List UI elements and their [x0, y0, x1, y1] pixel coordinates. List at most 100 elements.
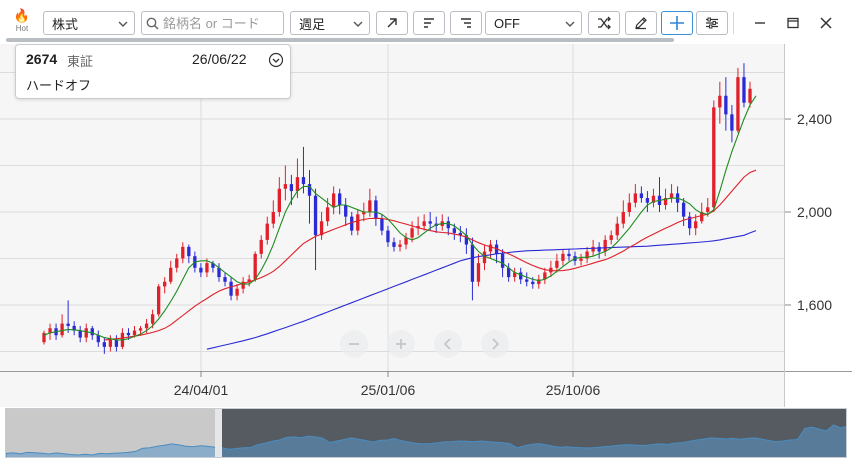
- align-left-icon: [424, 18, 434, 28]
- candle-body: [265, 223, 269, 240]
- candle-body: [307, 184, 312, 196]
- candle-body: [446, 221, 450, 229]
- candle-body: [410, 228, 414, 238]
- x-tick-label: 24/04/01: [174, 382, 229, 398]
- zoom-out-button[interactable]: [340, 330, 368, 358]
- draw-button[interactable]: [625, 11, 657, 35]
- candle-body: [585, 251, 589, 259]
- search-input[interactable]: [163, 15, 283, 31]
- candle-body: [422, 221, 426, 226]
- settings-button[interactable]: [696, 11, 728, 35]
- close-button[interactable]: [814, 12, 838, 34]
- candle-body: [374, 200, 378, 219]
- candle-body: [368, 200, 372, 212]
- candle-body: [488, 244, 493, 252]
- ticker-info-panel[interactable]: 2674 東証 26/06/22 ハードオフ: [15, 44, 291, 99]
- candle-body: [90, 328, 94, 336]
- candle-body: [247, 279, 251, 282]
- candle-body: [356, 214, 360, 231]
- candle-body: [283, 184, 288, 189]
- candle-body: [199, 267, 203, 273]
- candle-body: [476, 263, 481, 282]
- candle-body: [687, 216, 692, 229]
- candle-body: [718, 95, 722, 108]
- candle-body: [609, 235, 613, 240]
- candle-body: [338, 193, 342, 206]
- ticker-exchange: 東証: [67, 54, 94, 69]
- candle-body: [175, 258, 179, 268]
- candle-body: [730, 114, 734, 131]
- maximize-icon: [787, 17, 799, 29]
- sliders-icon: [706, 17, 718, 29]
- candle-body: [241, 281, 245, 289]
- candle-body: [229, 281, 233, 296]
- period-select[interactable]: 週足: [290, 11, 370, 35]
- range-navigator[interactable]: [5, 408, 847, 458]
- candle-body: [742, 77, 746, 103]
- ticker-code: 2674: [26, 51, 58, 67]
- flame-icon: 🔥: [13, 8, 31, 23]
- chevron-down-circle-icon[interactable]: [268, 52, 284, 68]
- ticker-name: ハードオフ: [26, 78, 92, 93]
- period-select-value: 週足: [299, 16, 326, 32]
- candle-body: [404, 237, 408, 245]
- candle-body: [500, 253, 505, 268]
- candle-body: [736, 77, 740, 131]
- hot-button[interactable]: 🔥 Hot: [10, 8, 34, 36]
- candle-body: [301, 177, 306, 185]
- candle-body: [108, 339, 113, 347]
- moving-average-short-line: [43, 95, 757, 341]
- candle-body: [555, 260, 559, 268]
- minimize-icon: [755, 22, 765, 24]
- toolbar-scrollbar[interactable]: [6, 38, 674, 42]
- candle-body: [271, 212, 275, 224]
- candle-body: [458, 232, 463, 236]
- chevron-left-icon: [443, 338, 451, 350]
- y-tick-label: 2,400: [797, 111, 832, 127]
- candle-body: [259, 239, 263, 254]
- candle-body: [187, 246, 191, 257]
- market-select[interactable]: 株式: [43, 11, 135, 35]
- trendline-button[interactable]: [376, 11, 408, 35]
- minimize-button[interactable]: [748, 12, 772, 34]
- candle-body: [603, 239, 607, 252]
- candle-body: [724, 95, 728, 115]
- candle-body: [525, 279, 529, 282]
- candle-body: [416, 225, 420, 229]
- candle-body: [506, 267, 511, 278]
- candle-body: [482, 251, 487, 264]
- crosshair-button[interactable]: [661, 11, 693, 35]
- align-right-button[interactable]: [450, 11, 482, 35]
- zoom-in-button[interactable]: [387, 330, 415, 358]
- candle-body: [150, 314, 155, 324]
- candle-body: [591, 246, 595, 252]
- indicator-select[interactable]: OFF: [485, 11, 582, 35]
- candle-body: [319, 221, 324, 236]
- candle-body: [211, 263, 215, 268]
- price-chart[interactable]: 1,600 2,000 2,400 24/04/01 25/01/06 25/10/06: [0, 44, 852, 407]
- candle-body: [748, 88, 752, 103]
- candle-body: [277, 188, 281, 212]
- candle-body: [163, 281, 167, 287]
- arrow-up-right-icon: [387, 18, 397, 28]
- candle-body: [663, 198, 668, 206]
- shuffle-button[interactable]: [588, 11, 620, 35]
- candle-body: [42, 332, 46, 343]
- x-tick-label: 25/01/06: [361, 382, 416, 398]
- close-icon: [820, 17, 832, 29]
- candle-body: [627, 202, 631, 212]
- candle-body: [350, 216, 354, 231]
- scroll-right-button[interactable]: [481, 330, 509, 358]
- candle-body: [295, 177, 300, 192]
- candle-body: [169, 267, 173, 282]
- search-box[interactable]: [141, 11, 284, 35]
- candle-body: [181, 246, 185, 259]
- maximize-button[interactable]: [781, 12, 805, 34]
- candle-body: [126, 332, 131, 336]
- scroll-left-button[interactable]: [434, 330, 462, 358]
- align-left-button[interactable]: [413, 11, 445, 35]
- toolbar-divider: [733, 12, 734, 34]
- navigator-handle[interactable]: [215, 409, 222, 458]
- candle-body: [72, 325, 76, 331]
- candle-body: [452, 228, 456, 233]
